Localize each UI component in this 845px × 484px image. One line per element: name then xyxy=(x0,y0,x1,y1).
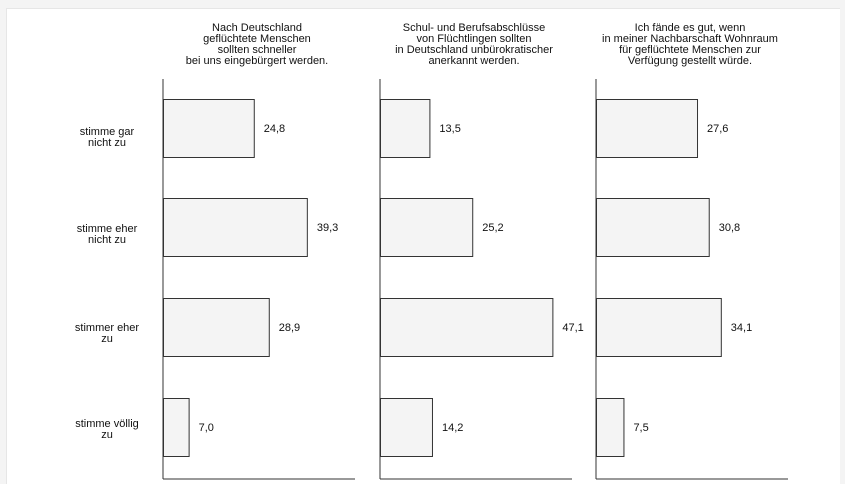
bar-chart: 24,8 39,3 28,9 7,0 13,5 25,2 47,1 14,2 27,6 30,8 3… xyxy=(162,79,788,480)
bar-panel3-row4 xyxy=(596,398,625,457)
value-label-panel1-row2: 39,3 xyxy=(317,222,338,234)
value-label-panel1-row3: 28,9 xyxy=(279,322,300,334)
category-label-3: stimmer eher zu xyxy=(74,322,140,345)
value-label-panel2-row2: 25,2 xyxy=(482,222,503,234)
value-label-panel1-row4: 7,0 xyxy=(199,422,214,434)
bar-panel2-row3 xyxy=(380,298,554,357)
panel-title-3: Ich fände es gut, wenn in meiner Nachbar… xyxy=(602,22,778,67)
category-label-1: stimme gar nicht zu xyxy=(79,126,135,149)
value-label-panel3-row1: 27,6 xyxy=(707,123,728,135)
value-label-panel3-row3: 34,1 xyxy=(731,322,752,334)
bar-panel2-row2 xyxy=(380,198,474,257)
value-label-panel3-row4: 7,5 xyxy=(633,422,648,434)
bar-panel3-row3 xyxy=(596,298,722,357)
value-label-panel2-row1: 13,5 xyxy=(439,123,460,135)
panel-title-2: Schul- und Berufsabschlüsse von Flüchtli… xyxy=(395,22,553,67)
panel-title-1: Nach Deutschland geflüchtete Menschen so… xyxy=(185,22,329,67)
bar-panel3-row2 xyxy=(596,198,710,257)
bar-panel1-row4 xyxy=(163,398,190,457)
bar-panel1-row3 xyxy=(163,298,270,357)
value-label-panel1-row1: 24,8 xyxy=(264,123,285,135)
category-label-2: stimme eher nicht zu xyxy=(76,223,138,246)
value-label-panel2-row3: 47,1 xyxy=(562,322,583,334)
value-label-panel3-row2: 30,8 xyxy=(719,222,740,234)
bar-panel1-row2 xyxy=(163,198,308,257)
bar-panel2-row4 xyxy=(380,398,433,457)
bar-panel2-row1 xyxy=(380,99,431,158)
value-label-panel2-row4: 14,2 xyxy=(442,422,463,434)
bar-panel1-row1 xyxy=(163,99,255,158)
chart-frame: Nach Deutschland geflüchtete Menschen so… xyxy=(6,8,840,484)
category-label-4: stimme völlig zu xyxy=(75,418,139,441)
bar-panel3-row1 xyxy=(596,99,699,158)
